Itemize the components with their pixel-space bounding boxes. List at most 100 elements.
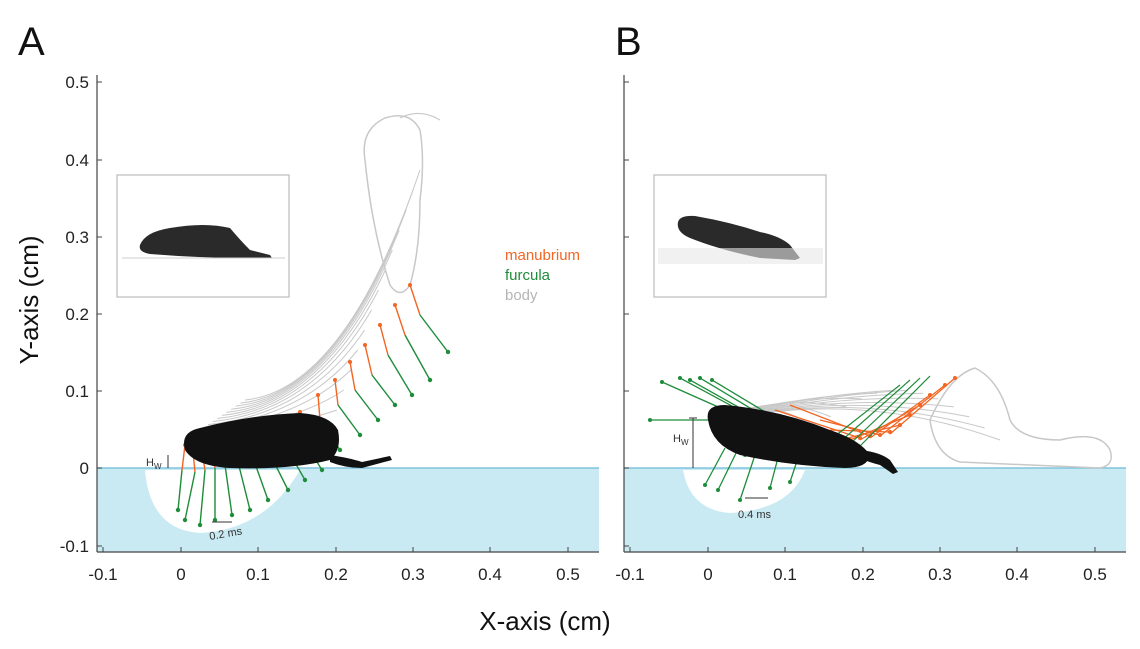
water-dimple-b xyxy=(683,470,805,513)
legend-manubrium: manubrium xyxy=(505,247,580,264)
x-tick-label: -0.1 xyxy=(615,565,644,584)
x-axis-title: X-axis (cm) xyxy=(479,606,610,636)
body-trace xyxy=(745,404,970,418)
furcula-point xyxy=(660,380,664,384)
x-ticks-a: -0.1 0 0.1 0.2 0.3 0.4 0.5 xyxy=(88,547,580,584)
furcula-point xyxy=(716,488,720,492)
body-trace xyxy=(244,169,421,401)
manubrium-segment xyxy=(317,394,321,421)
legend-furcula: furcula xyxy=(505,267,551,284)
y-ticks-b xyxy=(624,81,629,547)
manubrium-point xyxy=(953,376,957,380)
panel-letter-b: B xyxy=(615,20,642,64)
body-outline-right-b xyxy=(929,367,1112,469)
x-tick-label: 0.1 xyxy=(773,565,797,584)
manubrium-point xyxy=(363,343,367,347)
furcula-point xyxy=(738,498,742,502)
manubrium-segment xyxy=(889,377,956,435)
x-tick-label: 0.4 xyxy=(478,565,502,584)
springtail-body-a xyxy=(184,413,339,469)
furcula-point xyxy=(182,517,188,523)
y-tick-label: 0.4 xyxy=(65,151,89,170)
body-trace xyxy=(221,269,386,416)
manubrium-segment xyxy=(774,409,861,439)
furcula-segment xyxy=(237,461,251,511)
x-tick-label: 0.5 xyxy=(1083,565,1107,584)
hw-label-b: HW xyxy=(673,433,689,447)
furcula-point xyxy=(703,483,707,487)
furcula-point xyxy=(375,417,381,423)
furcula-point xyxy=(392,402,398,408)
x-tick-label: 0 xyxy=(176,565,185,584)
body-trace xyxy=(742,401,954,416)
furcula-segment xyxy=(829,384,901,441)
manubrium-segment xyxy=(879,384,946,437)
furcula-point xyxy=(229,512,235,518)
time-scale-label-b: 0.4 ms xyxy=(738,509,772,521)
springtail-body-b xyxy=(707,405,870,468)
furcula-point xyxy=(319,467,325,473)
furcula-point xyxy=(678,376,682,380)
furcula-point xyxy=(409,392,415,398)
manubrium-point xyxy=(378,323,382,327)
furcula-segment xyxy=(839,379,911,443)
x-tick-label: 0.4 xyxy=(1005,565,1029,584)
furcula-point xyxy=(648,418,652,422)
furcula-segment xyxy=(354,389,379,421)
body-trace xyxy=(226,249,393,413)
body-trajectory-a xyxy=(184,169,421,441)
legend: manubrium furcula body xyxy=(505,247,580,304)
panel-a: 0.50.40.30.20.10-0.1 -0.1 0 0.1 0.2 0.3 0.4 0.… xyxy=(60,73,599,584)
x-tick-label: 0.5 xyxy=(556,565,580,584)
hw-label-a: HW xyxy=(146,457,162,471)
manubrium-segment xyxy=(394,304,406,336)
manubrium-segment xyxy=(364,344,373,376)
furcula-point xyxy=(247,507,253,513)
y-tick-label: 0.5 xyxy=(65,73,89,92)
x-tick-label: -0.1 xyxy=(88,565,117,584)
springtail-head-a xyxy=(330,455,392,468)
furcula-segment xyxy=(704,447,726,486)
body-trace xyxy=(212,309,372,423)
water-dimple-a xyxy=(145,470,300,533)
manubrium-segment xyxy=(349,361,356,391)
furcula-point xyxy=(357,432,363,438)
manubrium-point xyxy=(393,303,397,307)
furcula-segment xyxy=(337,404,361,436)
furcula-segment xyxy=(859,375,931,447)
furcula-point xyxy=(710,378,714,382)
manubrium-segment xyxy=(849,414,911,441)
furcula-segment xyxy=(419,314,449,353)
x-tick-label: 0.3 xyxy=(928,565,952,584)
furcula-point xyxy=(212,517,218,523)
time-scale-label-a: 0.2 ms xyxy=(208,525,243,543)
y-tick-label: 0.2 xyxy=(65,305,89,324)
furcula-segment xyxy=(387,354,413,396)
inset-surface-b xyxy=(658,248,823,264)
body-trace xyxy=(231,229,400,410)
y-tick-label: 0 xyxy=(80,459,89,478)
manubrium-segment xyxy=(334,379,339,406)
furcula-segment xyxy=(404,334,431,381)
manubrium-point xyxy=(333,378,337,382)
panel-b: -0.1 0 0.1 0.2 0.3 0.4 0.5 HW 0.4 ms xyxy=(615,75,1126,584)
manubrium-segment xyxy=(409,284,421,316)
manubrium-point xyxy=(408,283,412,287)
x-tick-label: 0.2 xyxy=(324,565,348,584)
legend-body: body xyxy=(505,287,538,304)
furcula-point xyxy=(265,497,271,503)
furcula-point xyxy=(688,378,692,382)
manubrium-segment xyxy=(859,404,921,441)
furcula-point xyxy=(427,377,433,383)
panel-letter-a: A xyxy=(18,20,45,64)
body-trace xyxy=(235,209,407,407)
manubrium-segment xyxy=(379,324,389,356)
y-ticks-a: 0.5 0.4 0.3 0.2 0.1 0 -0.1 xyxy=(60,73,102,556)
y-tick-label: 0.1 xyxy=(65,382,89,401)
furcula-segment xyxy=(224,464,233,516)
manubrium-segment xyxy=(181,444,186,471)
furcula-segment xyxy=(177,469,183,511)
furcula-point xyxy=(302,477,308,483)
x-ticks-b: -0.1 0 0.1 0.2 0.3 0.4 0.5 xyxy=(615,547,1107,584)
